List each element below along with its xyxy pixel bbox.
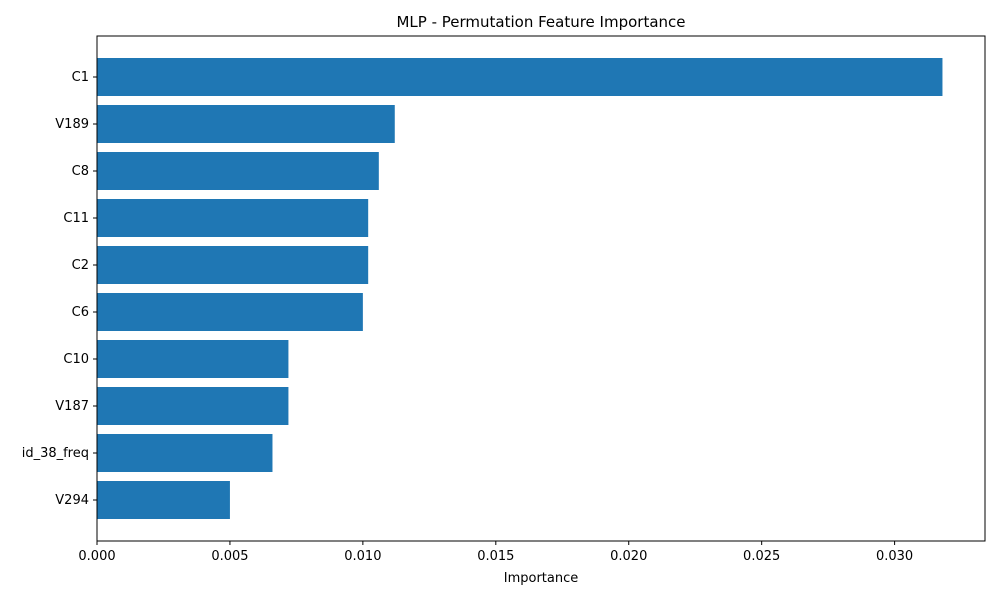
y-tick-label: C2 xyxy=(72,258,89,273)
bar-v189 xyxy=(97,105,395,143)
y-tick-label: id_38_freq xyxy=(22,446,89,461)
y-tick-label: C1 xyxy=(72,70,89,85)
x-tick-label: 0.025 xyxy=(743,549,780,564)
x-tick-label: 0.000 xyxy=(78,549,115,564)
bar-v294 xyxy=(97,481,230,519)
chart-title: MLP - Permutation Feature Importance xyxy=(396,13,685,31)
x-tick-label: 0.020 xyxy=(610,549,647,564)
bar-v187 xyxy=(97,387,289,425)
y-ticks-group: C1 V189 C8 C11 C2 C6 C10 V187 id_38_freq V294 xyxy=(22,70,97,508)
y-tick-label: V189 xyxy=(55,117,89,132)
bar-c2 xyxy=(97,246,369,284)
y-tick-label: C6 xyxy=(72,305,89,320)
x-tick-label: 0.005 xyxy=(211,549,248,564)
y-tick-label: C8 xyxy=(72,164,89,179)
y-tick-label: V294 xyxy=(55,493,89,508)
y-tick-label: C10 xyxy=(63,352,89,367)
x-ticks-group: 0.000 0.005 0.010 0.015 0.020 0.025 0.030 xyxy=(78,541,913,564)
bar-c1 xyxy=(97,58,943,96)
x-tick-label: 0.010 xyxy=(344,549,381,564)
bar-c8 xyxy=(97,152,379,190)
y-tick-label: C11 xyxy=(63,211,89,226)
x-axis-label: Importance xyxy=(504,571,579,586)
y-tick-label: V187 xyxy=(55,399,89,414)
bar-c11 xyxy=(97,199,369,237)
bar-c10 xyxy=(97,340,289,378)
x-tick-label: 0.030 xyxy=(876,549,913,564)
plot-frame xyxy=(96,35,986,542)
bar-id-38-freq xyxy=(97,434,273,472)
bar-c6 xyxy=(97,293,363,331)
bars-group xyxy=(97,58,943,519)
x-tick-label: 0.015 xyxy=(477,549,514,564)
